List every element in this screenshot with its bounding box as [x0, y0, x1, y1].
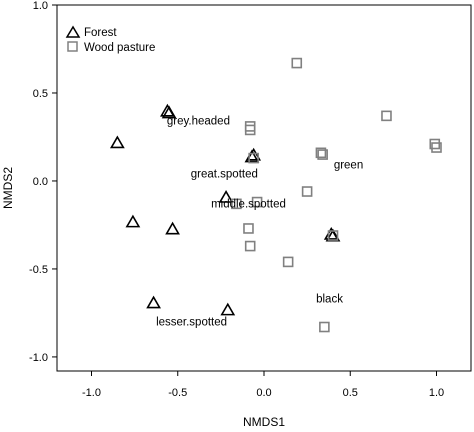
forest-point [165, 221, 180, 235]
wood-pasture-point [282, 256, 294, 268]
x-tick-label: 1.0 [429, 387, 444, 399]
legend: Forest Wood pasture [65, 25, 155, 54]
y-axis: -1.0 -0.5 0.0 0.5 1.0 [29, 0, 57, 364]
y-axis-title: NMDS2 [1, 167, 15, 209]
wood-pasture-point [431, 142, 442, 153]
forest-point [146, 295, 161, 309]
plot-frame [56, 4, 472, 372]
y-tick-label: 0.5 [33, 88, 48, 100]
wood-pasture-point [248, 152, 259, 164]
point-label: grey.headed [167, 116, 230, 128]
y-tick-label: 0.0 [33, 176, 48, 188]
point-label: middle.spotted [211, 198, 286, 210]
legend-triangle-marker [65, 25, 81, 38]
x-tick-label: 0.0 [256, 387, 271, 399]
point-label: lesser.spotted [156, 316, 227, 328]
wood-pasture-point [381, 110, 392, 122]
point-label: black [316, 293, 343, 305]
point-label: green [334, 160, 363, 172]
legend-label-forest: Forest [84, 27, 117, 39]
wood-pasture-point [327, 230, 339, 241]
wood-pasture-point [315, 147, 327, 159]
point-label: great.spotted [191, 168, 258, 180]
x-axis: -1.0 -0.5 0.0 0.5 1.0 [82, 371, 444, 399]
legend-label-wood-pasture: Wood pasture [84, 42, 155, 54]
wood-pasture-point [244, 124, 256, 136]
wood-pasture-point [244, 240, 256, 252]
wood-pasture-point [291, 57, 303, 69]
wood-pasture-point [243, 223, 254, 234]
y-tick-label: 1.0 [33, 0, 48, 12]
x-axis-title: NMDS1 [243, 415, 285, 429]
forest-point [161, 105, 177, 119]
x-tick-label: -1.0 [82, 387, 101, 399]
forest-point [246, 147, 262, 161]
y-tick-label: -0.5 [29, 264, 48, 276]
forest-point [109, 135, 125, 149]
x-tick-label: 0.5 [343, 387, 358, 399]
wood-pasture-point [319, 321, 330, 333]
y-tick-label: -1.0 [29, 352, 48, 364]
wood-pasture-point [244, 121, 256, 132]
data-points [109, 57, 442, 333]
wood-pasture-point [429, 138, 441, 150]
wood-pasture-point [317, 149, 328, 160]
forest-point [220, 302, 236, 316]
legend-square-marker [67, 41, 78, 52]
forest-point [125, 214, 141, 228]
point-annotations: grey.headed great.spotted green middle.spot… [156, 116, 363, 329]
forest-point [218, 189, 234, 203]
wood-pasture-point [231, 198, 242, 210]
x-tick-label: -0.5 [168, 387, 187, 399]
wood-pasture-point [301, 186, 313, 197]
wood-pasture-point [251, 196, 263, 208]
